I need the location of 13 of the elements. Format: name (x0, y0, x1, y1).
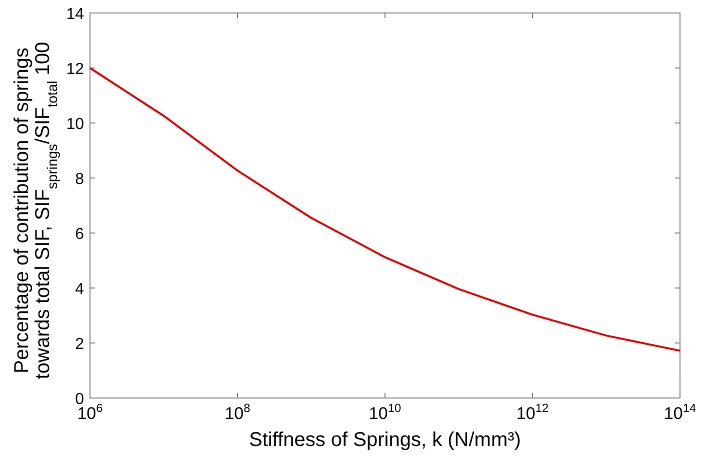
x-tick-label: 10$^{8}$ (224, 401, 251, 423)
x-tick-label: 10$^{10}$ (368, 401, 402, 423)
y-tick-label: 14 (66, 6, 84, 23)
y-tick-label: 6 (75, 226, 84, 243)
y-tick-label: 12 (66, 61, 84, 78)
y-tick-label: 2 (75, 336, 84, 353)
y-tick-label: 8 (75, 171, 84, 188)
y-tick-label: 4 (75, 281, 84, 298)
y-tick-label: 10 (66, 116, 84, 133)
x-axis-title: Stiffness of Springs, k (N/mm³) (249, 429, 521, 451)
line-series (89, 67, 681, 352)
x-tick-label: 10$^{12}$ (516, 401, 549, 423)
x-tick-label: 10$^{14}$ (664, 401, 696, 423)
